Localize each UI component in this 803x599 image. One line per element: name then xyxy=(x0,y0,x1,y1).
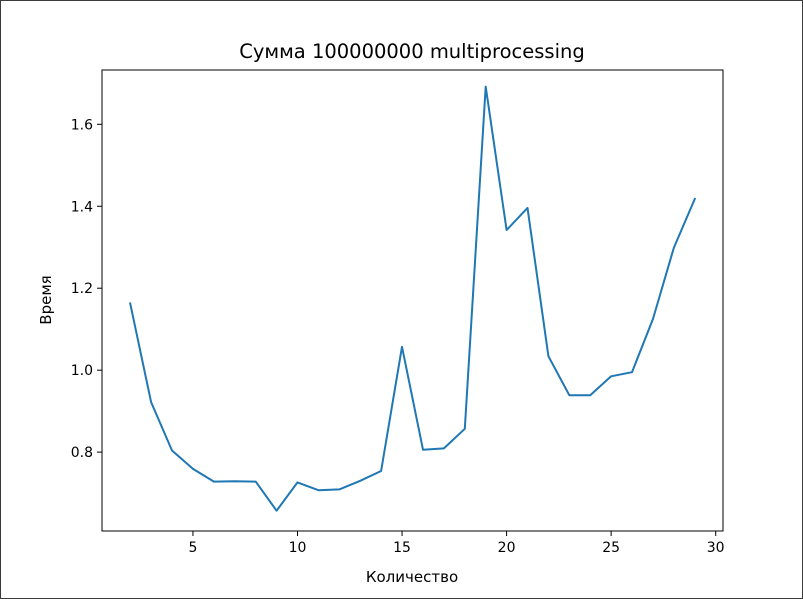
x-tick-label: 20 xyxy=(498,540,516,556)
y-tick-label: 0.8 xyxy=(71,445,93,461)
x-tick-label: 5 xyxy=(188,540,197,556)
x-tick-label: 15 xyxy=(393,540,411,556)
y-tick-label: 1.4 xyxy=(71,199,93,215)
y-axis-label: Время xyxy=(37,275,55,324)
y-tick-label: 1.0 xyxy=(71,363,93,379)
x-tick-label: 30 xyxy=(707,540,725,556)
chart-title: Сумма 100000000 multiprocessing xyxy=(239,40,585,63)
x-tick-label: 10 xyxy=(289,540,307,556)
series-group xyxy=(129,85,697,512)
plot-area xyxy=(101,69,724,532)
y-tick-label: 1.2 xyxy=(71,281,93,297)
y-axis-ticks: 0.8 1.0 1.2 1.4 1.6 xyxy=(71,117,102,461)
x-axis-label: Количество xyxy=(366,568,458,586)
y-tick-label: 1.6 xyxy=(71,117,93,133)
x-tick-label: 25 xyxy=(602,540,620,556)
x-axis-ticks: 5 10 15 20 25 30 xyxy=(188,531,725,556)
series-line xyxy=(129,85,697,512)
